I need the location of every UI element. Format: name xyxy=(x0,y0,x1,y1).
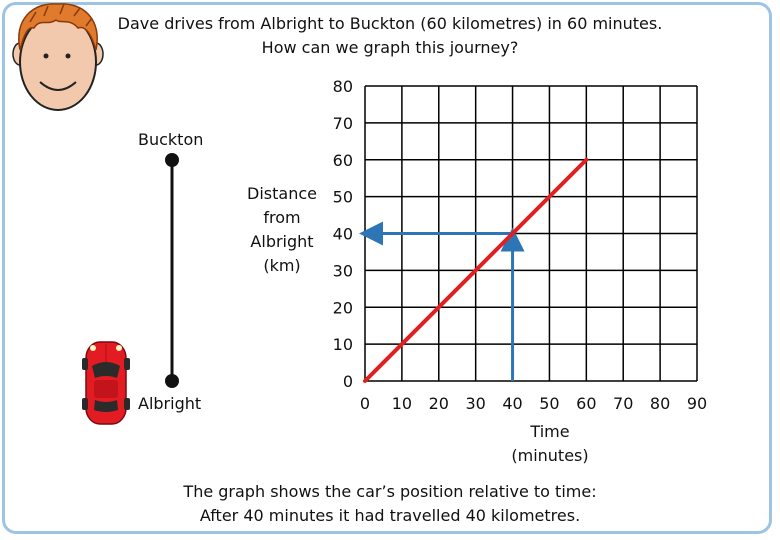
slide-title: Dave drives from Albright to Buckton (60… xyxy=(80,12,700,60)
boy-face-icon xyxy=(12,3,104,111)
x-tick-label: 40 xyxy=(502,394,522,413)
y-tick-label: 80 xyxy=(333,77,353,96)
y-tick-label: 70 xyxy=(333,114,353,133)
y-axis-label-line: (km) xyxy=(263,256,301,275)
y-tick-label: 0 xyxy=(343,372,353,391)
buckton-label: Buckton xyxy=(138,130,204,149)
y-tick-label: 30 xyxy=(333,261,353,280)
x-tick-label: 50 xyxy=(539,394,559,413)
car-icon xyxy=(82,341,130,425)
x-tick-label: 60 xyxy=(576,394,596,413)
series-line xyxy=(363,157,589,383)
x-tick-label: 90 xyxy=(687,394,707,413)
x-tick-label: 70 xyxy=(613,394,633,413)
x-tick-label: 20 xyxy=(429,394,449,413)
x-tick-label: 10 xyxy=(392,394,412,413)
title-line-2: How can we graph this journey? xyxy=(261,38,519,57)
x-axis-label-line: (minutes) xyxy=(511,446,589,465)
x-axis-label-line: Time xyxy=(530,422,570,441)
footer-line-1: The graph shows the car’s position relat… xyxy=(183,482,597,501)
y-axis-label-line: Distance xyxy=(247,184,317,203)
annotations xyxy=(359,221,525,381)
buckton-dot xyxy=(165,153,179,167)
y-tick-label: 40 xyxy=(333,225,353,244)
y-tick-label: 20 xyxy=(333,298,353,317)
x-axis-label: Time (minutes) xyxy=(495,420,605,468)
y-tick-label: 60 xyxy=(333,151,353,170)
grid xyxy=(364,85,698,382)
x-tick-label: 0 xyxy=(360,394,370,413)
series xyxy=(363,157,589,383)
y-axis-label: Distance from Albright (km) xyxy=(238,182,326,278)
slide-frame xyxy=(2,2,772,534)
y-tick-label: 10 xyxy=(333,335,353,354)
title-line-1: Dave drives from Albright to Buckton (60… xyxy=(117,14,663,33)
tick-labels: 0 10 20 30 40 50 60 70 80 90 0 10 20 30 40 50 60 70 80 xyxy=(333,77,708,413)
x-tick-label: 80 xyxy=(650,394,670,413)
y-tick-label: 50 xyxy=(333,188,353,207)
y-axis-label-line: from xyxy=(263,208,301,227)
albright-label: Albright xyxy=(138,394,202,413)
x-tick-label: 30 xyxy=(465,394,485,413)
footer-line-2: After 40 minutes it had travelled 40 kil… xyxy=(199,506,581,525)
y-axis-label-line: Albright xyxy=(250,232,314,251)
footer-text: The graph shows the car’s position relat… xyxy=(80,480,700,528)
albright-dot xyxy=(165,374,179,388)
